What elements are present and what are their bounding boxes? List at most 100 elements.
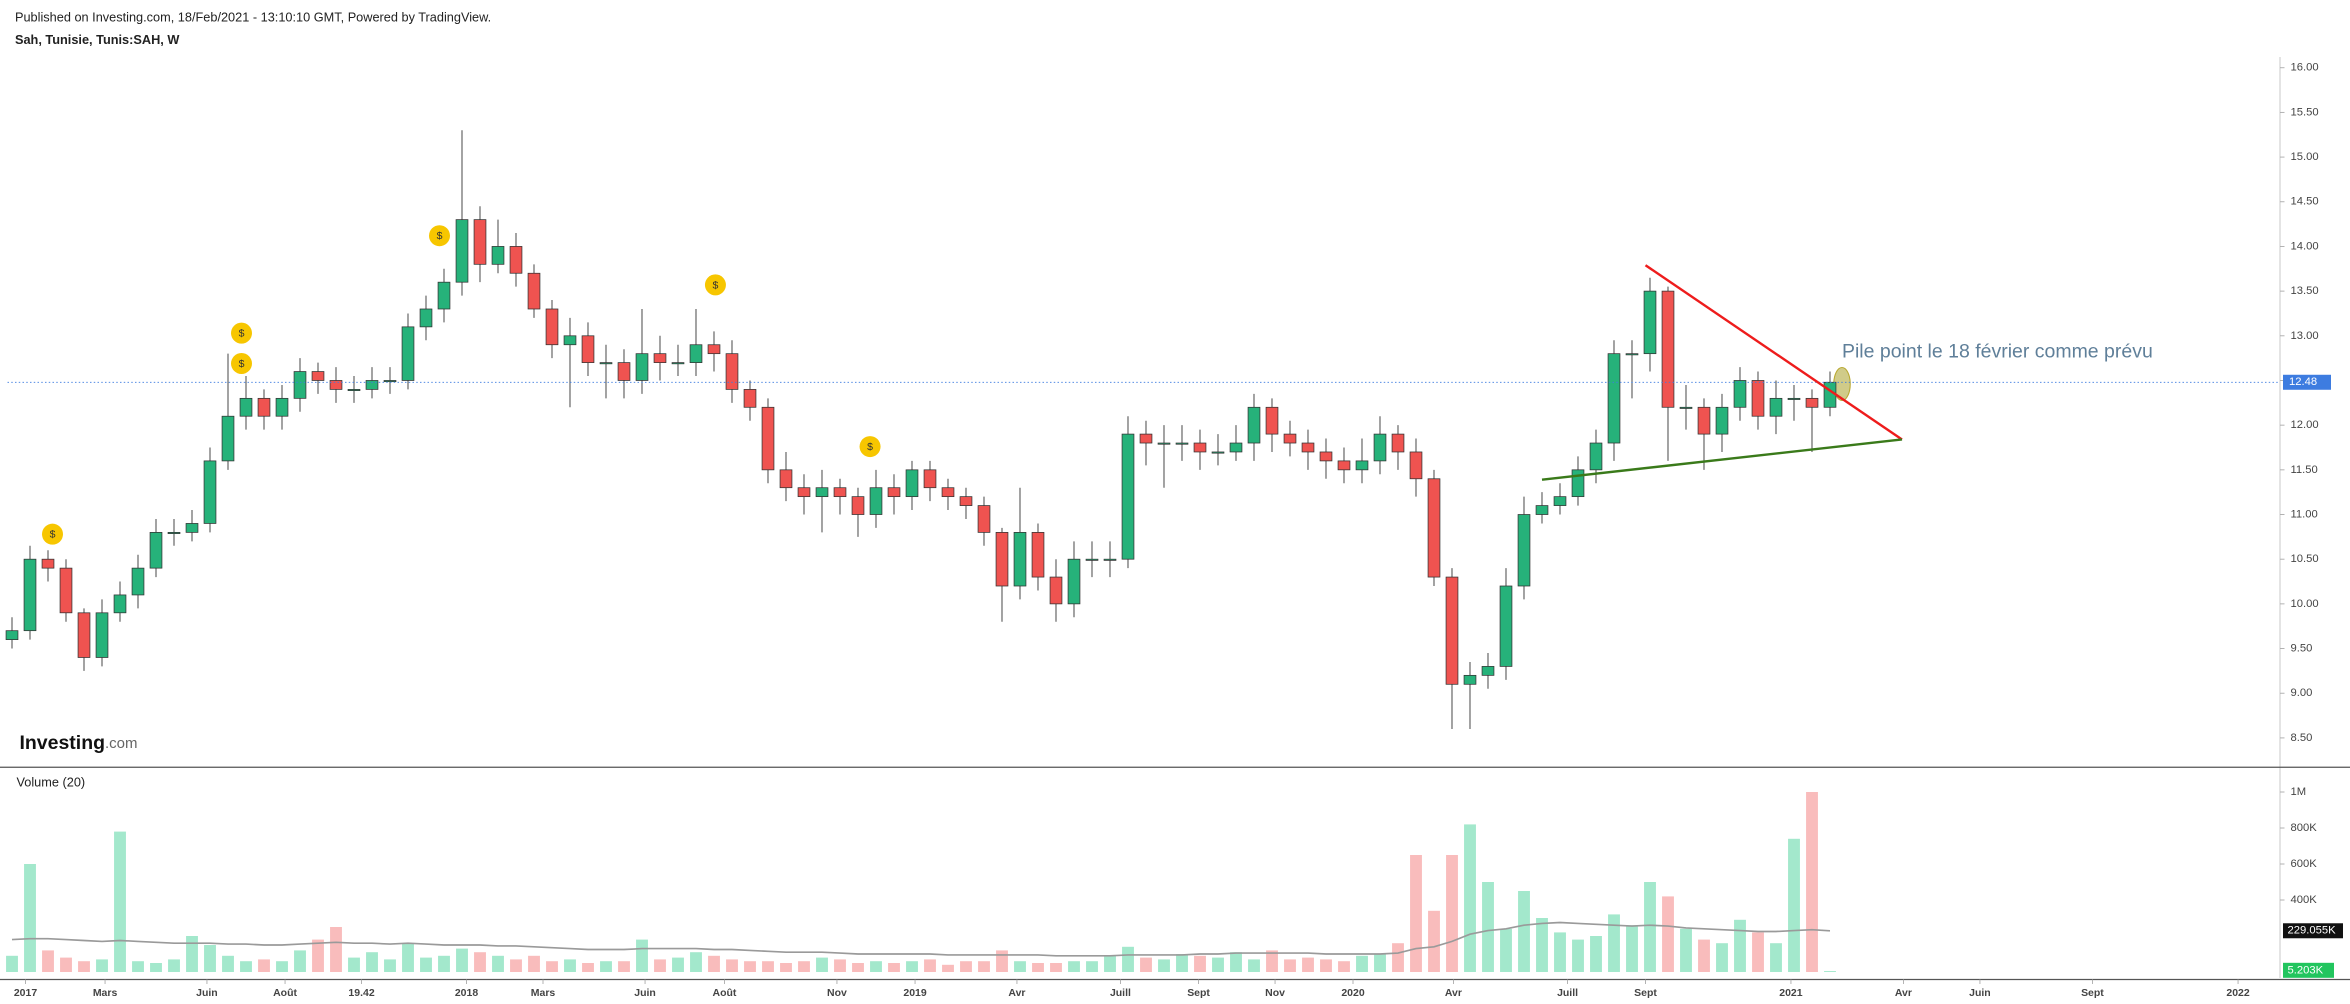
y-tick-label: 11.00	[2290, 508, 2317, 520]
volume-bar	[780, 963, 792, 973]
chart-title: Sah, Tunisie, Tunis:SAH, W	[15, 32, 179, 47]
volume-bar	[1536, 918, 1548, 973]
volume-bar	[1590, 936, 1602, 973]
volume-ma-line	[11, 921, 1831, 957]
x-tick-label: Juill	[1110, 988, 1131, 999]
logo-suffix: .com	[105, 735, 137, 752]
volume-bar	[420, 957, 432, 973]
dividend-marker	[41, 523, 63, 545]
y-tick-label: 10.50	[2290, 553, 2318, 565]
candle-body	[779, 469, 793, 489]
candle-body	[1679, 406, 1693, 409]
annotation: Pile point le 18 février comme prévu	[1842, 341, 2153, 363]
volume-bar	[1374, 954, 1386, 973]
candle-body	[455, 219, 469, 283]
x-tick-label: 19.42	[348, 988, 374, 999]
volume-bar	[1014, 961, 1026, 973]
volume-bar	[96, 959, 108, 973]
volume-bar	[618, 961, 630, 973]
candle-body	[1121, 433, 1135, 560]
volume-bar	[384, 959, 396, 973]
volume-bar	[1626, 925, 1638, 973]
volume-bar	[1410, 855, 1422, 973]
candle-body	[1373, 433, 1387, 462]
volume-label: 5.203K	[2287, 964, 2323, 976]
candle-body	[1049, 576, 1063, 605]
volume-bar	[1320, 959, 1332, 973]
y-tick-label: 16.00	[2290, 62, 2318, 74]
x-tick-label: Mars	[531, 988, 556, 999]
volume-bar	[240, 961, 252, 973]
volume-bar	[672, 957, 684, 973]
candle-body	[257, 397, 271, 417]
candle-body	[5, 630, 19, 640]
volume-bar	[24, 864, 36, 973]
volume-bar	[744, 961, 756, 973]
volume-bar	[978, 961, 990, 973]
price-label: 12.48	[2289, 376, 2317, 388]
volume-bar	[1176, 954, 1188, 973]
volume-bar	[582, 963, 594, 973]
volume-bar	[636, 939, 648, 973]
candle-body	[1463, 674, 1477, 685]
candle-body	[905, 469, 919, 498]
volume-bar	[1806, 792, 1818, 973]
x-tick-label: 2021	[1779, 988, 1802, 999]
candle-body	[1103, 558, 1117, 561]
candle-body	[1517, 514, 1531, 587]
dividend-label: $	[50, 530, 56, 541]
candle-body	[707, 344, 721, 355]
volume-bar	[1266, 950, 1278, 973]
candle-body	[1499, 585, 1513, 667]
candle-body	[1265, 406, 1279, 435]
volume-bar	[1824, 971, 1836, 973]
volume-bar	[1212, 957, 1224, 973]
candle-body	[851, 496, 865, 515]
candle-body	[95, 612, 109, 658]
dividend-label: $	[239, 329, 245, 340]
y-tick-label: 600K	[2290, 858, 2317, 870]
dividend-label: $	[713, 280, 719, 291]
candle-body	[41, 558, 55, 569]
candle-body	[1787, 397, 1801, 400]
volume-bar	[600, 961, 612, 973]
x-tick-label: Juin	[634, 988, 656, 999]
candle-body	[1337, 460, 1351, 471]
candle-body	[1301, 442, 1315, 453]
volume-bar	[222, 955, 234, 973]
y-tick-label: 12.00	[2290, 419, 2318, 431]
volume-bar	[564, 959, 576, 973]
volume-bar	[1788, 838, 1800, 973]
x-tick-label: Août	[273, 988, 297, 999]
candle-body	[1427, 478, 1441, 578]
y-tick-label: 400K	[2290, 894, 2317, 906]
logo-main: Investing	[19, 732, 105, 754]
volume-bar	[474, 952, 486, 973]
candle-body	[527, 272, 541, 310]
volume-bar	[924, 959, 936, 973]
candle-body	[869, 487, 883, 515]
volume-bar	[456, 948, 468, 973]
candle-body	[1157, 442, 1171, 445]
volume-bar	[816, 957, 828, 973]
y-tick-label: 14.00	[2290, 240, 2318, 252]
volume-bar	[150, 963, 162, 973]
volume-bar	[492, 955, 504, 973]
volume-bar	[1140, 957, 1152, 973]
volume-bar	[6, 955, 18, 973]
candle-body	[401, 326, 415, 381]
x-tick-label: Août	[713, 988, 737, 999]
ma-label-box	[2282, 923, 2343, 939]
candle-body	[635, 353, 649, 381]
volume-bar	[762, 961, 774, 973]
candle-body	[1067, 558, 1081, 605]
volume-bar	[1734, 919, 1746, 973]
candle-body	[959, 496, 973, 506]
candle-body	[671, 362, 685, 365]
volume-bar	[960, 961, 972, 973]
volume-bar	[888, 963, 900, 973]
x-tick-label: Sept	[1187, 988, 1210, 999]
candle-body	[1769, 397, 1783, 417]
candle-body	[239, 397, 253, 417]
